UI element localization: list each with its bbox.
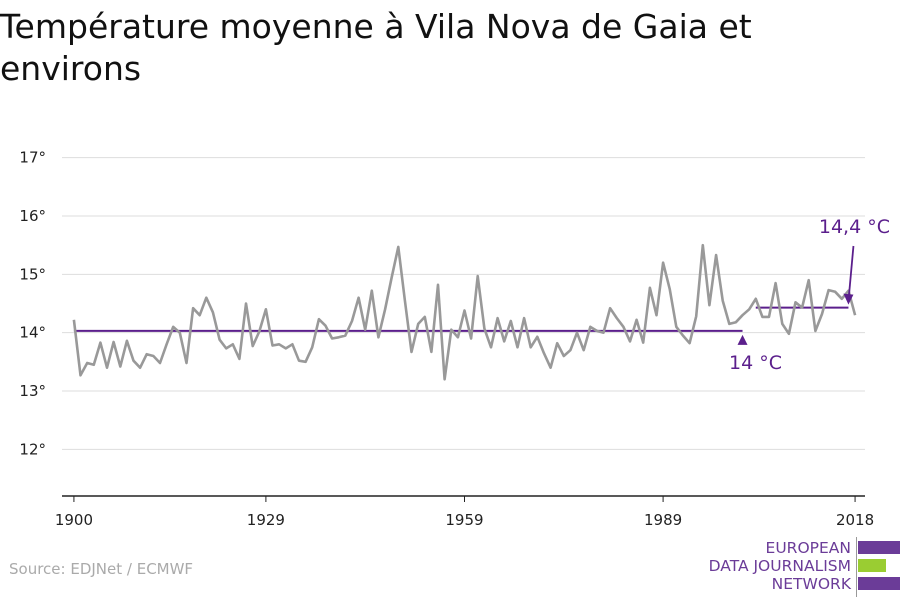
logo-bar-green (858, 559, 886, 572)
y-tick-label: 14° (19, 324, 46, 342)
edjnet-logo: EUROPEAN DATA JOURNALISM NETWORK (700, 537, 900, 597)
y-tick-label: 12° (19, 440, 46, 458)
x-tick-label: 1929 (247, 511, 285, 529)
logo-line-european: EUROPEAN (765, 539, 851, 557)
x-tick-label: 1959 (445, 511, 483, 529)
grid-lines (62, 157, 865, 450)
average-arrowhead-1 (843, 293, 854, 305)
y-tick-label: 17° (19, 149, 46, 167)
average-label-0: 14 °C (729, 352, 782, 374)
x-tick-label: 2018 (836, 511, 874, 529)
temperature-line (72, 243, 857, 381)
logo-line-network: NETWORK (771, 575, 851, 593)
y-tick-label: 15° (19, 265, 46, 283)
logo-line-data-journalism: DATA JOURNALISM (708, 557, 851, 575)
logo-bar-purple-top (858, 541, 900, 554)
average-label-1: 14,4 °C (819, 216, 890, 238)
logo-bar-purple-bottom (858, 577, 900, 590)
annotations: 14 °C 14,4 °C (729, 216, 890, 374)
average-arrow-1 (848, 245, 855, 296)
y-tick-label: 16° (19, 207, 46, 225)
x-tick-label: 1989 (644, 511, 682, 529)
logo-divider (856, 537, 857, 597)
source-note: Source: EDJNet / ECMWF (9, 560, 194, 578)
x-axis: 1900 1929 1959 1989 2018 (55, 495, 874, 529)
y-axis-ticks: 12° 13° 14° 15° 16° 17° (19, 149, 46, 459)
chart-title: Température moyenne à Vila Nova de Gaia … (0, 7, 752, 88)
y-tick-label: 13° (19, 382, 46, 400)
x-tick-label: 1900 (55, 511, 93, 529)
temperature-series (72, 243, 857, 381)
average-marker-0 (737, 334, 748, 345)
